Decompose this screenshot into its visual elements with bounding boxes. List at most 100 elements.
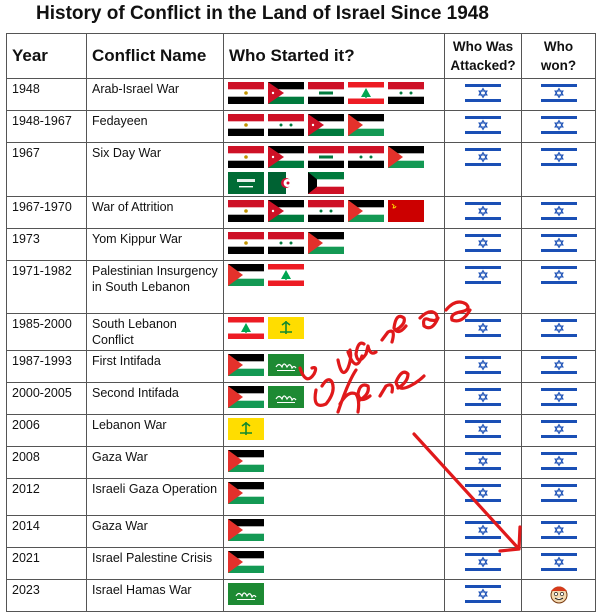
flag-palestine-icon <box>388 146 424 168</box>
year-cell: 2021 <box>6 547 87 580</box>
table-row: 2008 Gaza War <box>6 446 596 479</box>
who-won-cell <box>521 196 596 229</box>
flag-israel-icon <box>465 551 501 573</box>
year-cell: 1948 <box>6 78 87 111</box>
header-row: Year Conflict Name Who Started it? Who W… <box>6 33 596 79</box>
flag-list <box>228 354 440 376</box>
year-cell: 2014 <box>6 515 87 548</box>
flag-palestine-icon <box>228 450 264 472</box>
who-won-cell <box>521 260 596 314</box>
table-row: 2006 Lebanon War <box>6 414 596 447</box>
flag-palestine-icon <box>228 386 264 408</box>
year-cell: 2012 <box>6 478 87 516</box>
page-title: History of Conflict in the Land of Israe… <box>36 3 489 24</box>
flag-list <box>228 146 440 194</box>
who-won-cell <box>521 313 596 351</box>
flag-israel-icon <box>465 264 501 286</box>
flag-list <box>228 482 440 504</box>
table-row: 1948-1967 Fedayeen <box>6 110 596 143</box>
flag-israel-icon <box>540 386 577 408</box>
who-won-cell <box>521 547 596 580</box>
who-started-cell <box>223 478 445 516</box>
flag-jordan-icon <box>268 146 304 168</box>
who-won-cell <box>521 478 596 516</box>
who-won-cell <box>521 110 596 143</box>
conflict-name-cell: Israeli Gaza Operation <box>86 478 224 516</box>
year-cell: 2006 <box>6 414 87 447</box>
conflict-name-cell: Gaza War <box>86 515 224 548</box>
flag-egypt-icon <box>228 200 264 222</box>
flag-list <box>228 317 440 339</box>
cartoon-face-icon <box>540 583 577 605</box>
who-started-cell <box>223 142 445 197</box>
flag-iraq-icon <box>308 146 344 168</box>
flag-israel-icon <box>540 114 577 136</box>
who-started-cell <box>223 196 445 229</box>
table-row: 1973 Yom Kippur War <box>6 228 596 261</box>
flag-syria-icon <box>388 82 424 104</box>
flag-israel-icon <box>465 82 501 104</box>
year-cell: 2023 <box>6 579 87 612</box>
flag-egypt-icon <box>228 114 264 136</box>
flag-israel-icon <box>540 482 577 504</box>
year-cell: 1987-1993 <box>6 350 87 383</box>
flag-palestine-icon <box>228 519 264 541</box>
who-won-cell <box>521 446 596 479</box>
table-row: 2014 Gaza War <box>6 515 596 548</box>
table-row: 2023 Israel Hamas War <box>6 579 596 612</box>
flag-kuwait-icon <box>308 172 344 194</box>
flag-israel-icon <box>540 450 577 472</box>
header-who-attacked: Who Was Attacked? <box>444 33 522 79</box>
who-attacked-cell <box>444 350 522 383</box>
who-attacked-cell <box>444 414 522 447</box>
conflict-name-cell: Lebanon War <box>86 414 224 447</box>
flag-lebanon-icon <box>268 264 304 286</box>
flag-palestine-icon <box>348 200 384 222</box>
flag-hamas-icon <box>268 354 304 376</box>
flag-list <box>228 114 440 136</box>
header-conflict-name: Conflict Name <box>86 33 224 79</box>
flag-israel-icon <box>465 200 501 222</box>
flag-israel-icon <box>465 583 501 605</box>
who-started-cell <box>223 78 445 111</box>
table-row: 2000-2005 Second Intifada <box>6 382 596 415</box>
who-attacked-cell <box>444 579 522 612</box>
who-started-cell <box>223 414 445 447</box>
who-attacked-cell <box>444 446 522 479</box>
conflict-name-cell: Arab-Israel War <box>86 78 224 111</box>
who-attacked-cell <box>444 228 522 261</box>
flag-list <box>228 418 440 440</box>
who-started-cell <box>223 547 445 580</box>
flag-israel-icon <box>540 82 577 104</box>
flag-syria-icon <box>308 200 344 222</box>
who-attacked-cell <box>444 260 522 314</box>
flag-palestine-icon <box>228 482 264 504</box>
flag-israel-icon <box>540 146 577 168</box>
who-attacked-cell <box>444 142 522 197</box>
flag-algeria-icon <box>268 172 304 194</box>
flag-hezbollah-icon <box>228 418 264 440</box>
flag-israel-icon <box>540 551 577 573</box>
conflict-name-cell: Gaza War <box>86 446 224 479</box>
conflict-table: Year Conflict Name Who Started it? Who W… <box>6 33 596 612</box>
conflict-name-cell: South Lebanon Conflict <box>86 313 224 351</box>
flag-palestine-icon <box>228 264 264 286</box>
who-started-cell <box>223 382 445 415</box>
year-cell: 1971-1982 <box>6 260 87 314</box>
flag-israel-icon <box>465 418 501 440</box>
who-attacked-cell <box>444 110 522 143</box>
flag-israel-icon <box>465 450 501 472</box>
flag-palestine-icon <box>228 354 264 376</box>
year-cell: 1948-1967 <box>6 110 87 143</box>
who-attacked-cell <box>444 382 522 415</box>
flag-israel-icon <box>540 354 577 376</box>
flag-palestine-icon <box>228 551 264 573</box>
conflict-name-cell: Palestinian Insurgency in South Lebanon <box>86 260 224 314</box>
flag-egypt-icon <box>228 82 264 104</box>
flag-israel-icon <box>465 354 501 376</box>
flag-palestine-icon <box>348 114 384 136</box>
flag-hezbollah-icon <box>268 317 304 339</box>
conflict-name-cell: First Intifada <box>86 350 224 383</box>
who-attacked-cell <box>444 78 522 111</box>
year-cell: 1967-1970 <box>6 196 87 229</box>
